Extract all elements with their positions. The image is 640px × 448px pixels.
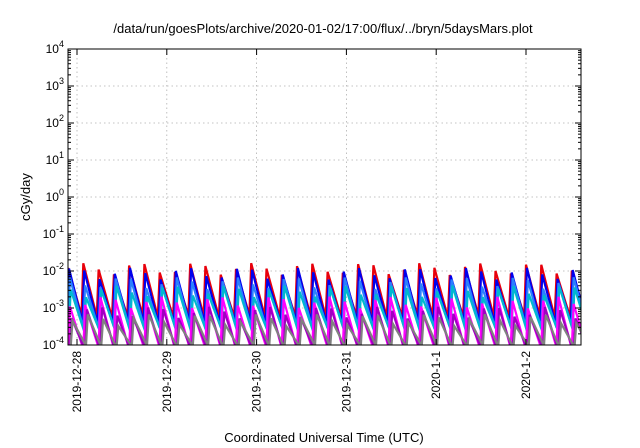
y-tick-label: 101 bbox=[46, 150, 64, 167]
y-tick-label: 10-3 bbox=[43, 298, 64, 315]
y-tick-label: 10-4 bbox=[43, 335, 64, 352]
series-layer bbox=[68, 262, 581, 345]
x-tick-label: 2020-1-1 bbox=[429, 351, 443, 399]
y-tick-label: 10-2 bbox=[43, 261, 64, 278]
series-line bbox=[68, 296, 581, 345]
y-tick-labels: 10-4 10-3 10-2 10-1 100 101 102 103 104 bbox=[43, 39, 64, 352]
series-line bbox=[69, 313, 581, 345]
y-tick-label: 104 bbox=[46, 39, 64, 56]
x-tick-label: 2020-1-2 bbox=[519, 351, 533, 399]
x-axis-label: Coordinated Universal Time (UTC) bbox=[224, 430, 423, 445]
grid bbox=[68, 49, 581, 345]
chart-title: /data/run/goesPlots/archive/2020-01-02/1… bbox=[113, 21, 533, 36]
y-tick-label: 100 bbox=[46, 187, 64, 204]
x-tick-label: 2019-12-31 bbox=[339, 351, 353, 413]
x-tick-label: 2019-12-28 bbox=[70, 351, 84, 413]
x-tick-label: 2019-12-30 bbox=[250, 351, 264, 413]
y-axis-label: cGy/day bbox=[18, 173, 33, 221]
x-tick-labels: 2019-12-28 2019-12-29 2019-12-30 2019-12-31… bbox=[70, 351, 533, 413]
y-tick-label: 103 bbox=[46, 76, 64, 93]
y-tick-label: 10-1 bbox=[43, 224, 64, 241]
ticks bbox=[68, 48, 581, 346]
y-tick-label: 102 bbox=[46, 113, 64, 130]
x-tick-label: 2019-12-29 bbox=[160, 351, 174, 413]
